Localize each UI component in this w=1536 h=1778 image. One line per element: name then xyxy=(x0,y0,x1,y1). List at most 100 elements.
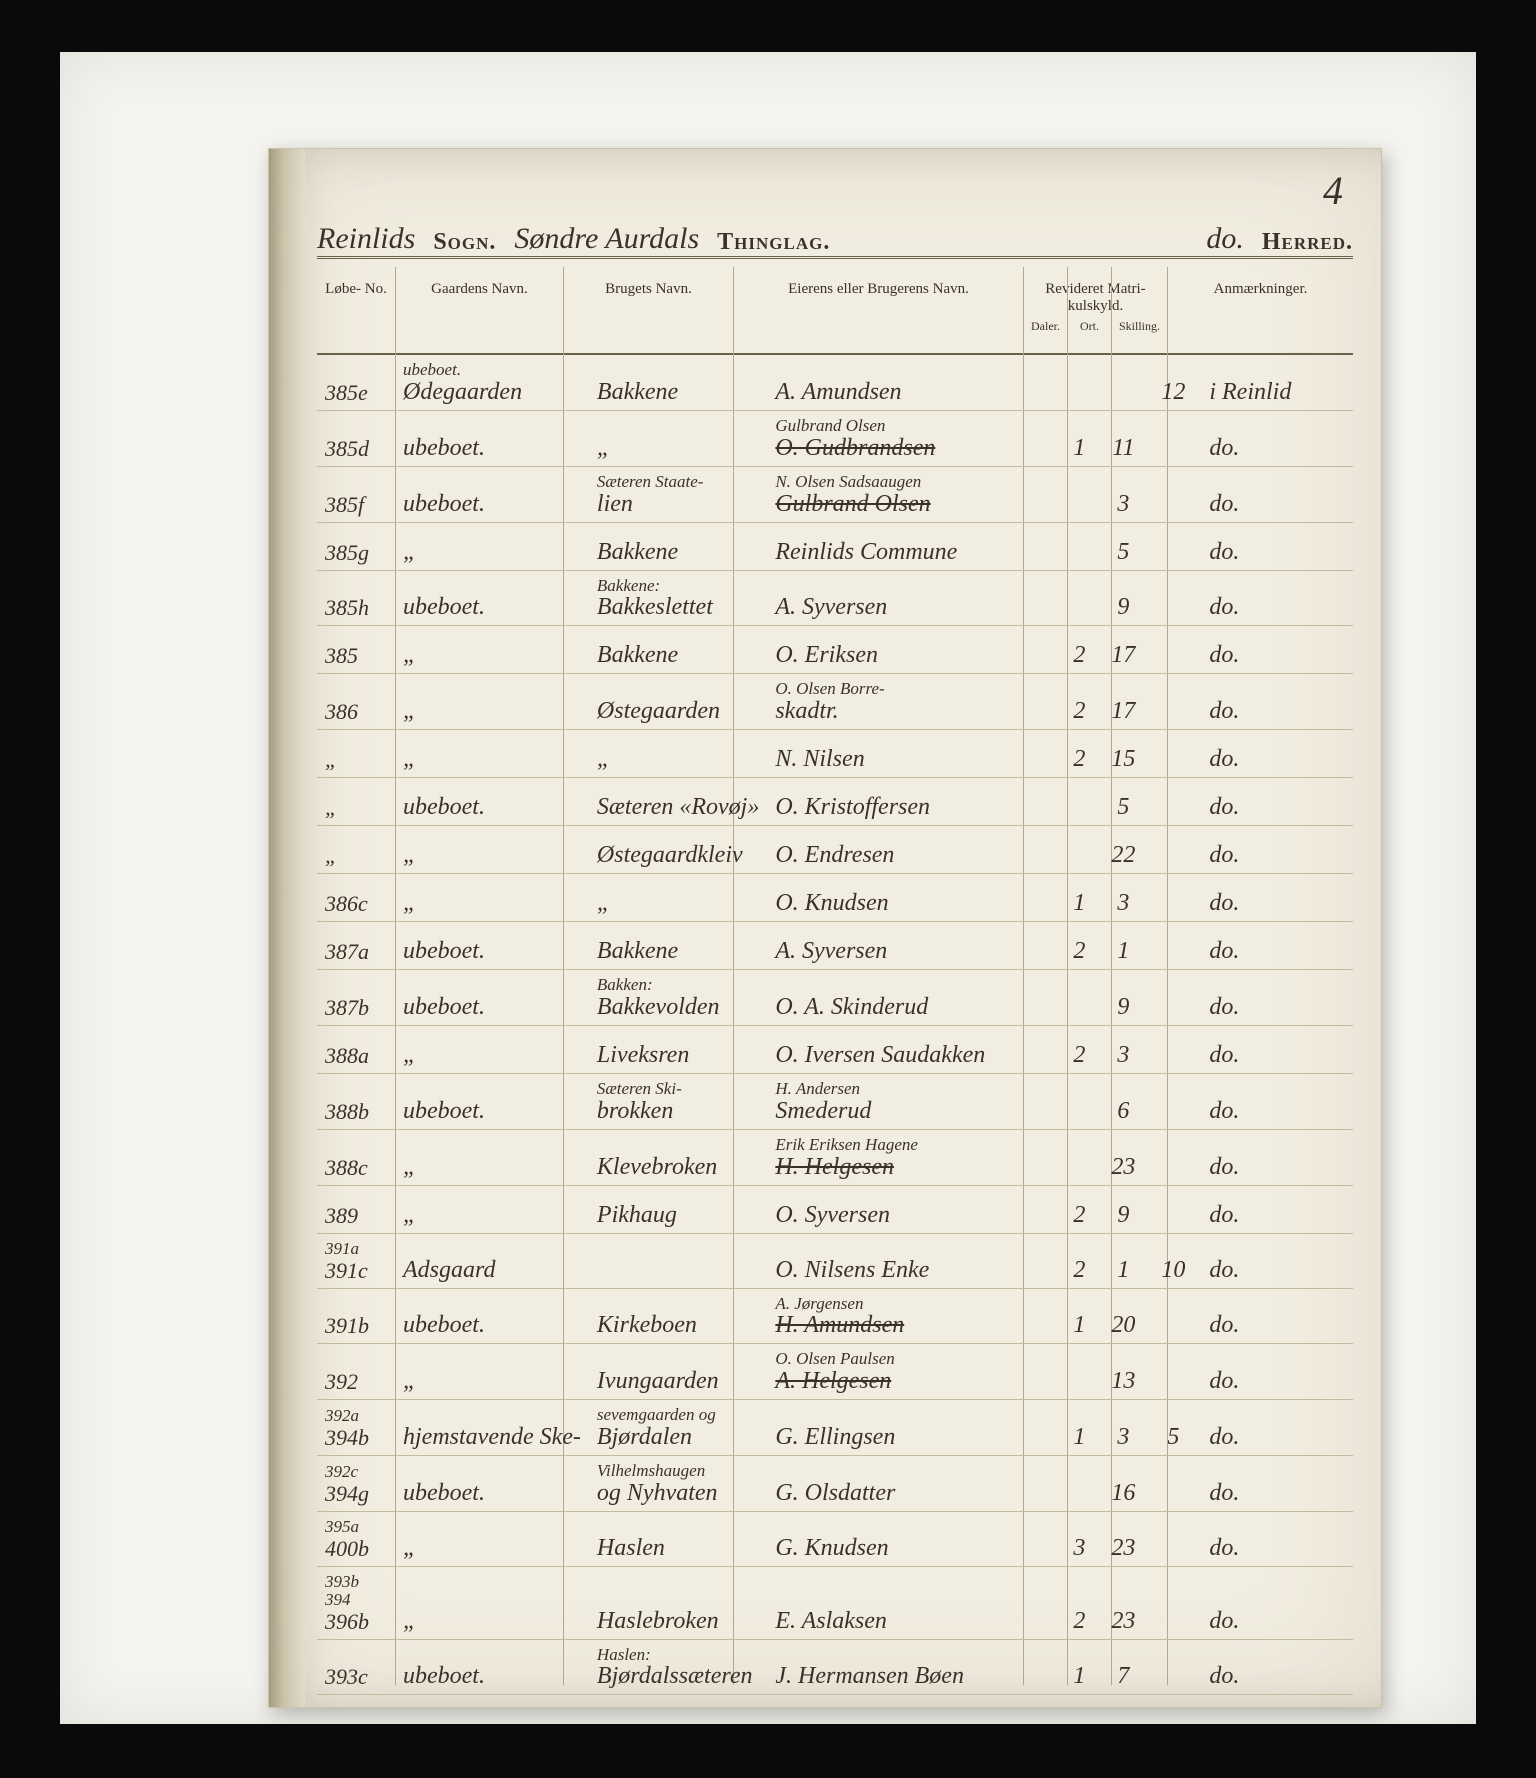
cell-gaard: ubeboet. xyxy=(395,778,589,826)
cell-brug: „ xyxy=(589,874,767,922)
col-no: Løbe- No. xyxy=(317,277,395,355)
cell-skilling xyxy=(1145,1456,1201,1512)
cell-daler xyxy=(1057,826,1101,874)
cell-lobeno: 388a xyxy=(317,1026,395,1074)
cell-brug: Sæteren «Rovøj» xyxy=(589,778,767,826)
cell-anm: do. xyxy=(1201,1129,1353,1185)
cell-skilling: 12 xyxy=(1145,355,1201,410)
cell-brug: Sæteren Ski-brokken xyxy=(589,1074,767,1130)
cell-lobeno: 385f xyxy=(317,466,395,522)
cell-anm: do. xyxy=(1201,1288,1353,1344)
cell-eier: G. Knudsen xyxy=(767,1511,1057,1566)
cell-daler xyxy=(1057,1344,1101,1400)
cell-ort: 20 xyxy=(1101,1288,1145,1344)
cell-lobeno: 389 xyxy=(317,1185,395,1233)
cell-skilling xyxy=(1145,1288,1201,1344)
col-anm: Anmærkninger. xyxy=(1167,277,1353,355)
col-gaard: Gaardens Navn. xyxy=(395,277,563,355)
herred-hand: do. xyxy=(1206,222,1244,256)
cell-anm: do. xyxy=(1201,466,1353,522)
cell-skilling xyxy=(1145,1511,1201,1566)
cell-anm: do. xyxy=(1201,1185,1353,1233)
cell-lobeno: 385e xyxy=(317,355,395,410)
cell-anm: do. xyxy=(1201,922,1353,970)
cell-gaard: „ xyxy=(395,1511,589,1566)
cell-brug: Bakkene xyxy=(589,626,767,674)
cell-gaard: ubeboet. xyxy=(395,1288,589,1344)
cell-gaard: ubeboet. xyxy=(395,466,589,522)
table-row: 385eubeboet.ØdegaardenBakkeneA. Amundsen… xyxy=(317,355,1353,410)
cell-brug: Bakkene:Bakkeslettet xyxy=(589,570,767,626)
cell-lobeno: 385g xyxy=(317,522,395,570)
cell-daler: 2 xyxy=(1057,1233,1101,1288)
table-row: 388bubeboet.Sæteren Ski-brokkenH. Anders… xyxy=(317,1074,1353,1130)
cell-eier: O. Kristoffersen xyxy=(767,778,1057,826)
cell-ort: 1 xyxy=(1101,1233,1145,1288)
cell-anm: do. xyxy=(1201,874,1353,922)
cell-gaard: „ xyxy=(395,730,589,778)
cell-daler xyxy=(1057,1129,1101,1185)
table-row: 392a394bhjemstavende Ske-sevemgaarden og… xyxy=(317,1400,1353,1456)
cell-ort: 22 xyxy=(1101,826,1145,874)
jurisdiction-header: Reinlids Sogn. Søndre Aurdals Thinglag. … xyxy=(317,211,1353,259)
cell-brug: „ xyxy=(589,410,767,466)
cell-brug: „ xyxy=(589,730,767,778)
cell-daler: 3 xyxy=(1057,1511,1101,1566)
table-row: 385g„BakkeneReinlids Commune5do. xyxy=(317,522,1353,570)
cell-skilling xyxy=(1145,1639,1201,1695)
cell-skilling xyxy=(1145,1026,1201,1074)
cell-lobeno: 391b xyxy=(317,1288,395,1344)
cell-lobeno: 393c xyxy=(317,1639,395,1695)
cell-gaard: „ xyxy=(395,1129,589,1185)
cell-daler: 1 xyxy=(1057,874,1101,922)
cell-anm: do. xyxy=(1201,1511,1353,1566)
cell-daler xyxy=(1057,1456,1101,1512)
col-ort: Ort. xyxy=(1067,315,1111,355)
column-headers: Løbe- No. Gaardens Navn. Brugets Navn. E… xyxy=(317,267,1353,355)
cell-gaard: „ xyxy=(395,674,589,730)
cell-anm: do. xyxy=(1201,570,1353,626)
cell-skilling: 5 xyxy=(1145,1400,1201,1456)
cell-skilling xyxy=(1145,410,1201,466)
col-brug: Brugets Navn. xyxy=(563,277,733,355)
cell-gaard: „ xyxy=(395,1344,589,1400)
cell-eier: A. Amundsen xyxy=(767,355,1057,410)
cell-skilling xyxy=(1145,730,1201,778)
table-row: 392c394gubeboet.Vilhelmshaugenog Nyhvate… xyxy=(317,1456,1353,1512)
table-row: 385hubeboet.Bakkene:BakkeslettetA. Syver… xyxy=(317,570,1353,626)
cell-lobeno: 392a394b xyxy=(317,1400,395,1456)
cell-brug: Bakkene xyxy=(589,522,767,570)
cell-lobeno: 385h xyxy=(317,570,395,626)
cell-gaard: „ xyxy=(395,1026,589,1074)
thinglag-label: Thinglag. xyxy=(717,229,830,256)
cell-gaard: „ xyxy=(395,522,589,570)
table-row: „ubeboet.Sæteren «Rovøj»O. Kristoffersen… xyxy=(317,778,1353,826)
cell-daler: 1 xyxy=(1057,1288,1101,1344)
cell-anm: do. xyxy=(1201,1344,1353,1400)
cell-ort: 9 xyxy=(1101,1185,1145,1233)
cell-eier: A. Syversen xyxy=(767,570,1057,626)
cell-eier: A. JørgensenH. Amundsen xyxy=(767,1288,1057,1344)
cell-daler xyxy=(1057,570,1101,626)
cell-anm: do. xyxy=(1201,410,1353,466)
col-skyld: Revideret Matri- kulskyld. xyxy=(1023,277,1167,315)
col-daler: Daler. xyxy=(1023,315,1067,355)
cell-lobeno: 385d xyxy=(317,410,395,466)
cell-anm: do. xyxy=(1201,778,1353,826)
cell-ort: 13 xyxy=(1101,1344,1145,1400)
cell-skilling xyxy=(1145,1566,1201,1639)
cell-ort: 23 xyxy=(1101,1511,1145,1566)
cell-ort: 15 xyxy=(1101,730,1145,778)
cell-eier: Reinlids Commune xyxy=(767,522,1057,570)
cell-lobeno: 386c xyxy=(317,874,395,922)
cell-lobeno: 387b xyxy=(317,970,395,1026)
cell-anm: do. xyxy=(1201,826,1353,874)
cell-anm: do. xyxy=(1201,1566,1353,1639)
cell-skilling xyxy=(1145,466,1201,522)
cell-brug: Ivungaarden xyxy=(589,1344,767,1400)
cell-lobeno: „ xyxy=(317,826,395,874)
table-row: 386„ØstegaardenO. Olsen Borre-skadtr.217… xyxy=(317,674,1353,730)
cell-daler: 1 xyxy=(1057,1639,1101,1695)
col-eier: Eierens eller Brugerens Navn. xyxy=(733,277,1023,355)
cell-brug: Bakkene xyxy=(589,355,767,410)
